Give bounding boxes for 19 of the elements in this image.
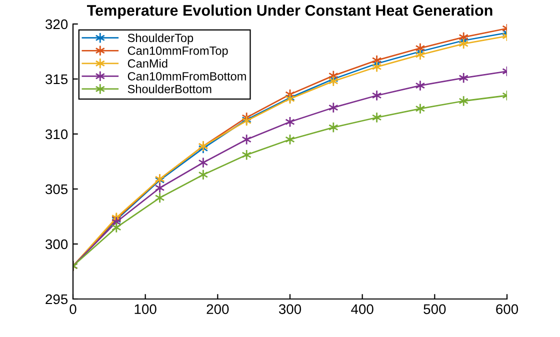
y-tick-label: 310 <box>46 129 68 140</box>
y-tick-label: 300 <box>46 239 68 250</box>
y-tick-label: 305 <box>46 184 68 194</box>
x-tick-label: 200 <box>206 304 229 314</box>
y-tick-label: 320 <box>46 19 68 30</box>
x-tick-label: 100 <box>134 304 156 314</box>
x-tick-label: 500 <box>424 304 446 314</box>
chart-title: Temperature Evolution Under Constant Heat Generation <box>87 4 492 19</box>
y-tick-label: 315 <box>46 74 68 84</box>
x-tick-label: 0 <box>70 304 76 314</box>
y-tick-label: 295 <box>46 294 68 304</box>
legend-label: Can10mmFromBottom <box>128 72 246 80</box>
legend-label: ShoulderTop <box>128 33 194 44</box>
x-tick-label: 600 <box>496 304 518 314</box>
x-tick-label: 400 <box>351 304 374 314</box>
legend-label: CanMid <box>128 58 168 68</box>
legend-label: ShoulderBottom <box>128 84 212 94</box>
legend-label: Can10mmFromTop <box>128 46 228 58</box>
x-tick-label: 300 <box>278 304 302 314</box>
